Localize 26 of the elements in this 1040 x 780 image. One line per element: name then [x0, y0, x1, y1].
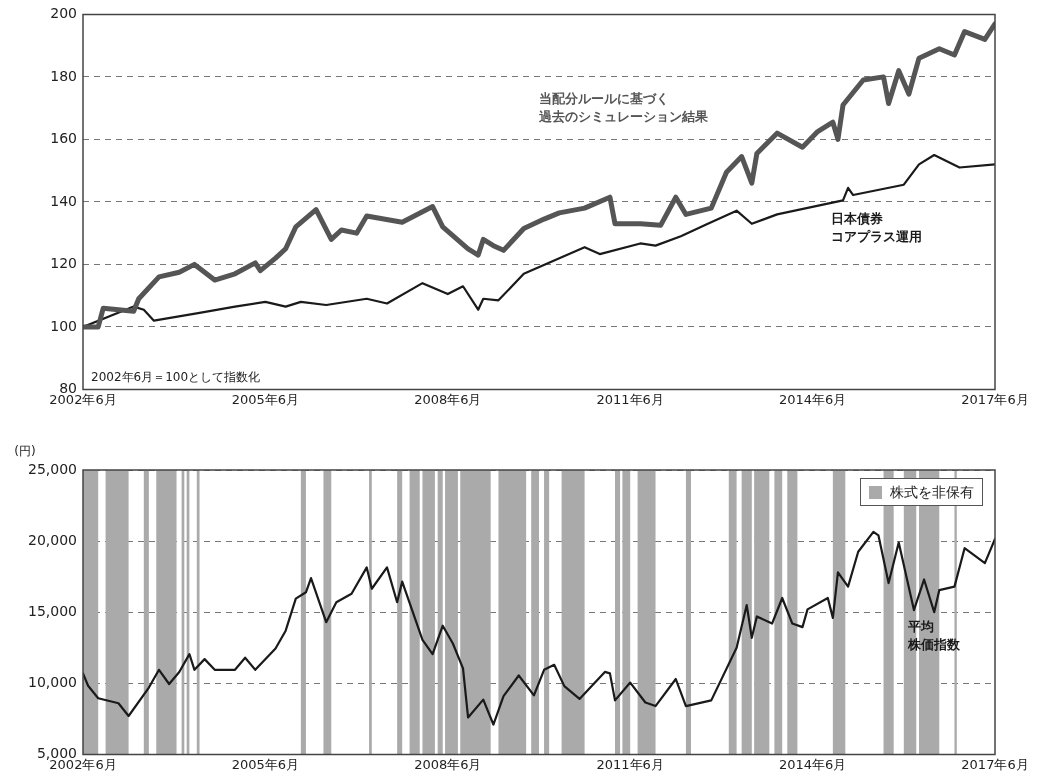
- y-tick-label: 25,000: [28, 460, 77, 477]
- y-tick-label: 160: [50, 130, 77, 147]
- text: 当配分ルールに基づく過去のシミュレーション結果: [538, 91, 709, 125]
- x-tick-label: 2014年6月: [778, 391, 847, 407]
- y-tick-label: 20,000: [28, 531, 77, 548]
- y-tick-label: 200: [50, 5, 77, 22]
- y-tick-label: 140: [50, 192, 77, 209]
- band-label: 株式を非保有: [890, 483, 974, 502]
- y-axis-title: (円): [14, 444, 36, 459]
- series-label: 日本債券コアプラス運用: [830, 211, 922, 245]
- x-tick-label: 2005年6月: [231, 756, 300, 772]
- y-tick-label: 180: [50, 67, 77, 84]
- y-tick-label: 10,000: [28, 673, 77, 690]
- x-tick-label: 2017年6月: [961, 391, 1029, 407]
- y-tick-label: 120: [50, 255, 77, 272]
- annotation: 2002年6月＝100として指数化: [91, 369, 261, 384]
- x-tick-label: 2011年6月: [596, 756, 664, 772]
- x-tick-label: 2011年6月: [596, 391, 664, 407]
- y-tick-label: 15,000: [28, 602, 77, 619]
- x-tick-label: 2014年6月: [778, 756, 847, 772]
- x-tick-label: 2017年6月: [961, 756, 1029, 772]
- x-tick-label: 2008年6月: [414, 756, 482, 772]
- y-tick-label: 100: [50, 317, 77, 334]
- x-tick-label: 2005年6月: [231, 391, 300, 407]
- x-tick-label: 2008年6月: [414, 391, 482, 407]
- x-tick-label: 2002年6月: [49, 391, 117, 407]
